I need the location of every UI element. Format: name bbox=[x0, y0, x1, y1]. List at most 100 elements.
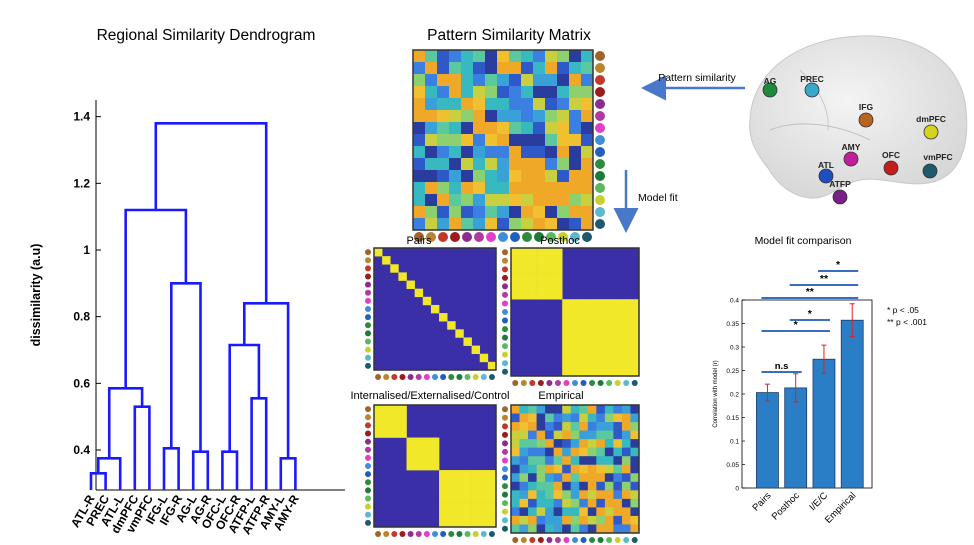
bar bbox=[756, 392, 779, 489]
matrix-cell bbox=[604, 367, 614, 377]
region-dot bbox=[365, 249, 371, 256]
region-dot bbox=[595, 147, 605, 157]
region-dot bbox=[365, 422, 371, 429]
empirical-matrix bbox=[502, 404, 640, 543]
matrix-cell bbox=[521, 122, 534, 135]
region-dot bbox=[595, 159, 605, 169]
matrix-cell bbox=[587, 307, 597, 317]
matrix-cell bbox=[581, 134, 594, 147]
matrix-cell bbox=[533, 50, 546, 63]
region-dot bbox=[365, 479, 371, 486]
region-dot bbox=[614, 537, 621, 543]
matrix-cell bbox=[630, 405, 640, 414]
matrix-cell bbox=[479, 470, 489, 479]
bar-ytick-label: 0.25 bbox=[726, 368, 739, 375]
matrix-cell bbox=[581, 146, 594, 159]
matrix-cell bbox=[553, 248, 563, 257]
matrix-cell bbox=[630, 456, 640, 466]
region-dot bbox=[502, 291, 508, 298]
matrix-cell bbox=[579, 413, 589, 423]
matrix-cell bbox=[587, 490, 597, 500]
region-dot bbox=[502, 368, 508, 375]
matrix-cell bbox=[413, 122, 426, 135]
matrix-cell bbox=[630, 299, 640, 309]
matrix-cell bbox=[497, 62, 510, 75]
matrix-cell bbox=[581, 50, 594, 63]
matrix-cell bbox=[473, 86, 486, 99]
bar-ytick-label: 0.35 bbox=[726, 321, 739, 328]
region-dot bbox=[365, 471, 371, 478]
region-dot bbox=[365, 511, 371, 518]
significance-label: ** bbox=[806, 286, 815, 298]
matrix-cell bbox=[382, 405, 391, 414]
matrix-cell bbox=[449, 98, 462, 111]
matrix-cell bbox=[557, 218, 570, 231]
matrix-cell bbox=[545, 413, 554, 423]
region-dot bbox=[570, 232, 580, 242]
significance-label: n.s bbox=[775, 361, 789, 372]
matrix-cell bbox=[521, 86, 534, 99]
matrix-cell bbox=[533, 146, 546, 159]
brain-region-node bbox=[858, 112, 874, 128]
matrix-cell bbox=[570, 481, 580, 491]
matrix-cell bbox=[528, 282, 537, 291]
matrix-cell bbox=[533, 218, 546, 231]
brain-region-label: vmPFC bbox=[923, 152, 952, 162]
matrix-cell bbox=[413, 98, 426, 111]
matrix-cell bbox=[449, 218, 462, 231]
matrix-cell bbox=[579, 333, 589, 343]
matrix-cell bbox=[562, 333, 572, 343]
region-dot bbox=[365, 297, 371, 304]
matrix-cell bbox=[485, 158, 498, 171]
bar-category-label: Empirical bbox=[823, 490, 858, 525]
matrix-cell bbox=[497, 122, 510, 135]
region-dot bbox=[399, 531, 406, 537]
region-dot bbox=[554, 380, 561, 386]
matrix-cell bbox=[545, 86, 558, 99]
matrix-cell bbox=[557, 182, 570, 195]
matrix-cell bbox=[596, 299, 606, 309]
matrix-cell bbox=[596, 430, 606, 440]
matrix-cell bbox=[604, 515, 614, 525]
matrix-cell bbox=[579, 515, 589, 525]
matrix-cell bbox=[447, 510, 456, 520]
matrix-cell bbox=[461, 218, 474, 231]
matrix-cell bbox=[449, 62, 462, 75]
matrix-cell bbox=[437, 74, 450, 87]
matrix-title: Pattern Similarity Matrix bbox=[427, 27, 591, 44]
matrix-cell bbox=[579, 464, 589, 474]
matrix-cell bbox=[422, 461, 432, 471]
region-dot bbox=[365, 306, 371, 312]
matrix-cell bbox=[596, 524, 606, 534]
region-dot bbox=[502, 274, 508, 281]
matrix-cell bbox=[406, 445, 415, 455]
matrix-cell bbox=[613, 324, 623, 334]
matrix-cell bbox=[528, 498, 537, 508]
region-dot bbox=[365, 314, 371, 321]
matrix-cell bbox=[545, 50, 558, 63]
matrix-cell bbox=[528, 473, 537, 483]
matrix-cell bbox=[562, 430, 572, 440]
region-dot bbox=[546, 380, 553, 386]
matrix-cell bbox=[511, 507, 520, 517]
matrix-cell bbox=[533, 98, 546, 111]
matrix-cell bbox=[449, 158, 462, 171]
matrix-cell bbox=[553, 422, 563, 431]
significance-label: * bbox=[836, 259, 841, 271]
matrix-cell bbox=[519, 464, 529, 474]
region-dot bbox=[529, 380, 536, 386]
matrix-cell bbox=[557, 146, 570, 159]
matrix-cell bbox=[471, 486, 481, 495]
matrix-cell bbox=[604, 456, 614, 466]
matrix-cell bbox=[473, 74, 486, 87]
matrix-cell bbox=[437, 62, 450, 75]
matrix-cell bbox=[579, 341, 589, 351]
matrix-cell bbox=[570, 307, 580, 317]
matrix-cell bbox=[430, 445, 440, 455]
matrix-cell bbox=[587, 367, 597, 377]
matrix-cell bbox=[430, 304, 440, 314]
matrix-cell bbox=[621, 481, 631, 491]
region-dot bbox=[614, 380, 621, 386]
matrix-cell bbox=[509, 98, 522, 111]
matrix-cell bbox=[570, 405, 580, 414]
